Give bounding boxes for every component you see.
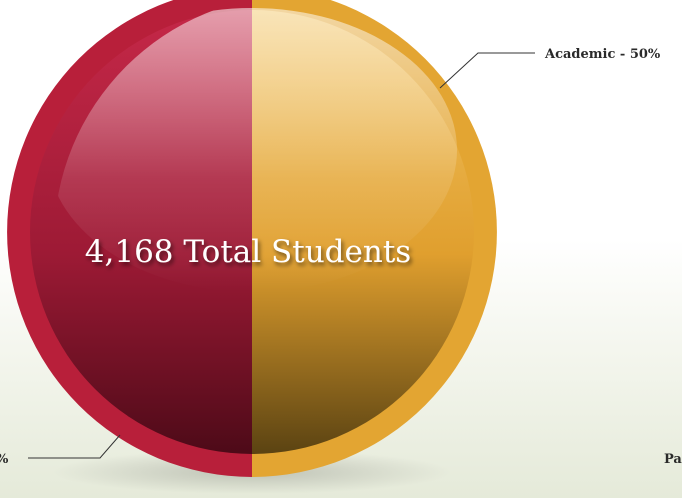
leader-line-1 bbox=[439, 52, 535, 89]
center-label: 4,168 Total Students bbox=[85, 234, 411, 270]
slice-labels: Academic - 50%% Pa bbox=[0, 47, 682, 467]
slice-label-2: % bbox=[0, 452, 9, 467]
extra-label-1: Pa bbox=[664, 452, 682, 467]
pie-gloss bbox=[47, 8, 457, 292]
slice-label-1: Academic - 50% bbox=[544, 47, 661, 62]
leader-line-2 bbox=[28, 434, 121, 459]
